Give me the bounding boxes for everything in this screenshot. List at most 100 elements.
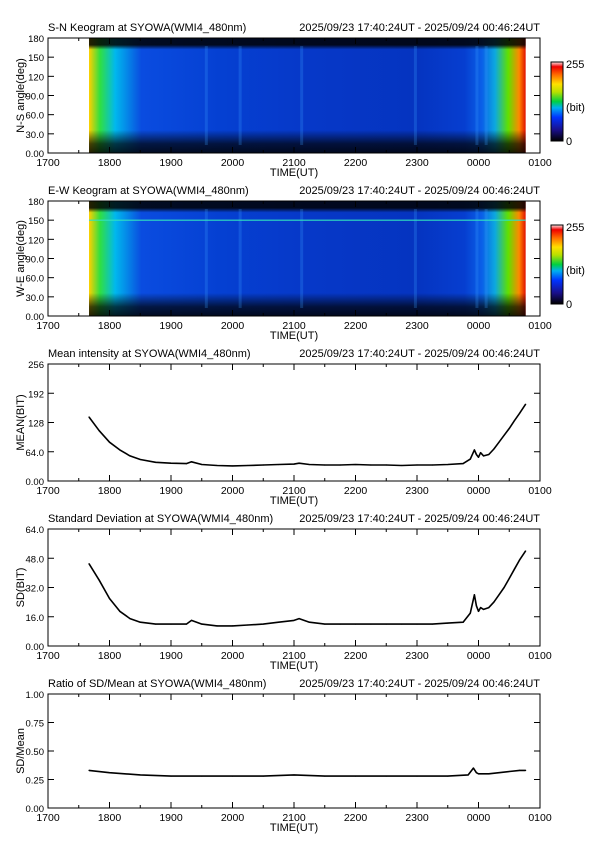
- panel-3: Mean intensity at SYOWA(WMI4_480nm) 2025/…: [15, 348, 552, 507]
- data-point: [293, 774, 295, 776]
- data-point: [324, 623, 326, 625]
- data-point: [354, 463, 357, 466]
- y-tick-label: 0.00: [26, 642, 45, 653]
- data-point: [324, 775, 326, 777]
- panel-title: Standard Deviation at SYOWA(WMI4_480nm): [48, 513, 273, 525]
- data-point: [498, 441, 500, 443]
- data-point: [385, 464, 387, 466]
- x-tick-label: 2300: [405, 485, 429, 497]
- x-tick-label: 2000: [221, 650, 245, 662]
- panel-time-range: 2025/09/23 17:40:24UT - 2025/09/24 00:46…: [299, 678, 540, 690]
- data-point: [139, 621, 141, 623]
- data-point: [525, 769, 527, 771]
- y-tick-label: 30.0: [26, 130, 45, 141]
- colorbar-min-label: 0: [566, 136, 572, 148]
- x-tick-label: 1800: [98, 485, 122, 497]
- y-tick-label: 64.0: [26, 525, 45, 536]
- data-point: [488, 453, 490, 456]
- data-point: [503, 586, 505, 589]
- x-tick-label: 0000: [467, 157, 491, 169]
- x-tick-label: 0100: [528, 320, 552, 332]
- keogram-streak: [484, 209, 488, 308]
- x-tick-label: 1900: [159, 485, 183, 497]
- x-axis-label: TIME(UT): [270, 822, 318, 834]
- data-point: [139, 774, 141, 776]
- colorbar-unit-label: (bit): [566, 265, 585, 277]
- data-point: [472, 767, 474, 769]
- x-tick-label: 2100: [282, 812, 306, 824]
- data-point: [262, 775, 264, 777]
- y-tick-label: 60.0: [26, 111, 45, 122]
- data-point: [479, 452, 482, 454]
- data-point: [518, 412, 521, 414]
- x-tick-label: 0100: [528, 650, 552, 662]
- x-tick-label: 2300: [405, 650, 429, 662]
- data-point: [469, 612, 471, 614]
- data-point: [185, 623, 187, 625]
- colorbar: [550, 224, 564, 305]
- y-tick-label: 0.00: [26, 477, 45, 488]
- data-point: [88, 563, 90, 565]
- y-tick-label: 0.50: [26, 747, 45, 758]
- data-point: [155, 461, 157, 463]
- colorbar: [550, 61, 564, 142]
- data-point: [469, 458, 471, 460]
- y-tick-label: 128: [28, 419, 44, 430]
- data-point: [247, 464, 249, 467]
- data-point: [201, 623, 203, 625]
- data-point: [480, 773, 483, 775]
- keogram-streak: [413, 46, 417, 145]
- y-tick-label: 180: [28, 197, 44, 208]
- data-point: [88, 769, 90, 771]
- data-point: [278, 621, 280, 623]
- keogram-streak: [475, 46, 479, 145]
- data-point: [473, 594, 475, 596]
- data-point: [488, 607, 490, 609]
- x-tick-label: 0000: [467, 320, 491, 332]
- panel-time-range: 2025/09/23 17:40:24UT - 2025/09/24 00:46…: [299, 22, 540, 34]
- panel-5: Ratio of SD/Mean at SYOWA(WMI4_480nm) 202…: [15, 678, 552, 834]
- data-point: [308, 621, 310, 623]
- x-tick-label: 2000: [221, 320, 245, 332]
- data-point: [431, 464, 433, 466]
- panel-time-range: 2025/09/23 17:40:24UT - 2025/09/24 00:46…: [299, 185, 540, 197]
- y-axis-label: W-E angle(deg): [15, 220, 27, 297]
- data-point: [477, 773, 480, 775]
- data-point: [119, 449, 121, 451]
- x-tick-label: 1900: [159, 812, 183, 824]
- x-tick-label: 0100: [528, 812, 552, 824]
- x-tick-label: 1700: [36, 157, 60, 169]
- data-point: [518, 559, 521, 561]
- data-point: [513, 420, 515, 422]
- data-point: [416, 623, 418, 625]
- y-tick-label: 180: [28, 34, 44, 45]
- x-tick-label: 0000: [467, 650, 491, 662]
- data-point: [339, 623, 341, 625]
- data-point: [185, 463, 187, 465]
- series-line: [88, 403, 527, 467]
- data-point: [293, 619, 295, 622]
- x-tick-label: 1900: [159, 157, 183, 169]
- keogram-edge-shading: [89, 201, 526, 316]
- data-point: [475, 605, 478, 607]
- y-tick-label: 0.00: [26, 804, 45, 815]
- x-tick-label: 1800: [98, 650, 122, 662]
- keogram-streak: [300, 46, 304, 145]
- x-tick-label: 1800: [98, 812, 122, 824]
- y-axis-label: SD/Mean: [15, 728, 27, 774]
- x-tick-label: 0000: [467, 485, 491, 497]
- data-point: [525, 403, 527, 405]
- y-tick-label: 48.0: [26, 554, 45, 565]
- data-point: [129, 455, 131, 457]
- data-point: [475, 772, 478, 774]
- data-point: [354, 775, 357, 777]
- y-tick-label: 150: [28, 53, 44, 64]
- x-tick-label: 2100: [282, 320, 306, 332]
- data-point: [473, 449, 475, 451]
- data-point: [467, 774, 469, 776]
- x-tick-label: 0000: [467, 812, 491, 824]
- panel-time-range: 2025/09/23 17:40:24UT - 2025/09/24 00:46…: [299, 513, 540, 525]
- data-point: [503, 434, 505, 436]
- data-point: [108, 597, 111, 600]
- data-point: [190, 619, 193, 622]
